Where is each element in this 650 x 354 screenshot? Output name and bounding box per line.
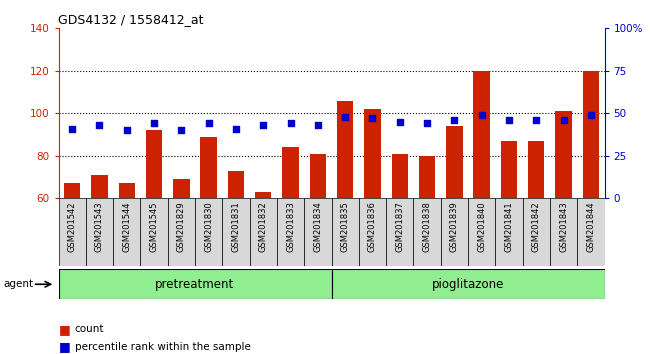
Point xyxy=(231,126,241,131)
Bar xyxy=(140,198,168,266)
Bar xyxy=(277,198,304,266)
Bar xyxy=(446,126,463,198)
Bar xyxy=(528,141,545,198)
Bar xyxy=(58,198,86,266)
Text: GDS4132 / 1558412_at: GDS4132 / 1558412_at xyxy=(58,13,204,26)
Bar xyxy=(555,111,572,198)
Bar xyxy=(250,198,277,266)
Text: GSM201840: GSM201840 xyxy=(477,202,486,252)
Bar xyxy=(64,183,81,198)
Text: percentile rank within the sample: percentile rank within the sample xyxy=(75,342,251,352)
Bar xyxy=(173,179,190,198)
Bar xyxy=(364,109,381,198)
Point xyxy=(558,117,569,123)
Bar xyxy=(332,198,359,266)
Bar xyxy=(441,198,468,266)
Point xyxy=(586,112,596,118)
Bar xyxy=(200,137,217,198)
Bar xyxy=(222,198,250,266)
Bar xyxy=(359,198,386,266)
Text: pretreatment: pretreatment xyxy=(155,278,235,291)
Bar xyxy=(58,269,332,299)
Text: ■: ■ xyxy=(58,341,70,353)
Bar xyxy=(386,198,413,266)
Bar xyxy=(332,269,604,299)
Point xyxy=(203,121,214,126)
Text: GSM201844: GSM201844 xyxy=(586,202,595,252)
Point xyxy=(122,127,132,133)
Bar xyxy=(113,198,140,266)
Text: GSM201834: GSM201834 xyxy=(313,202,322,252)
Bar xyxy=(195,198,222,266)
Bar xyxy=(550,198,577,266)
Point xyxy=(94,122,105,128)
Text: GSM201835: GSM201835 xyxy=(341,202,350,252)
Point xyxy=(149,121,159,126)
Bar xyxy=(419,156,436,198)
Text: GSM201837: GSM201837 xyxy=(395,202,404,252)
Point xyxy=(504,117,514,123)
Bar xyxy=(227,171,244,198)
Bar xyxy=(495,198,523,266)
Text: GSM201831: GSM201831 xyxy=(231,202,240,252)
Point xyxy=(176,127,187,133)
Bar xyxy=(582,71,599,198)
Point xyxy=(313,122,323,128)
Text: GSM201542: GSM201542 xyxy=(68,202,77,252)
Point xyxy=(449,117,460,123)
Text: pioglitazone: pioglitazone xyxy=(432,278,504,291)
Bar xyxy=(500,141,517,198)
Point xyxy=(476,112,487,118)
Text: GSM201544: GSM201544 xyxy=(122,202,131,252)
Point xyxy=(285,121,296,126)
Bar xyxy=(304,198,332,266)
Bar xyxy=(468,198,495,266)
Point xyxy=(395,119,405,125)
Bar xyxy=(255,192,272,198)
Bar xyxy=(146,130,162,198)
Text: GSM201832: GSM201832 xyxy=(259,202,268,252)
Bar xyxy=(473,71,490,198)
Text: count: count xyxy=(75,324,104,334)
Bar xyxy=(523,198,550,266)
Bar xyxy=(168,198,195,266)
Text: GSM201829: GSM201829 xyxy=(177,202,186,252)
Text: GSM201836: GSM201836 xyxy=(368,202,377,252)
Text: GSM201843: GSM201843 xyxy=(559,202,568,252)
Text: GSM201838: GSM201838 xyxy=(422,202,432,252)
Text: agent: agent xyxy=(3,279,33,289)
Bar xyxy=(91,175,108,198)
Bar xyxy=(86,198,113,266)
Text: GSM201839: GSM201839 xyxy=(450,202,459,252)
Point xyxy=(340,114,350,120)
Point xyxy=(367,115,378,121)
Text: GSM201841: GSM201841 xyxy=(504,202,514,252)
Point xyxy=(422,121,432,126)
Bar xyxy=(118,183,135,198)
Bar xyxy=(309,154,326,198)
Bar xyxy=(337,101,354,198)
Bar xyxy=(577,198,605,266)
Bar xyxy=(413,198,441,266)
Point xyxy=(67,126,77,131)
Text: GSM201545: GSM201545 xyxy=(150,202,159,252)
Text: GSM201543: GSM201543 xyxy=(95,202,104,252)
Text: ■: ■ xyxy=(58,323,70,336)
Text: GSM201842: GSM201842 xyxy=(532,202,541,252)
Bar xyxy=(391,154,408,198)
Point xyxy=(258,122,268,128)
Text: GSM201830: GSM201830 xyxy=(204,202,213,252)
Point xyxy=(531,117,541,123)
Text: GSM201833: GSM201833 xyxy=(286,202,295,252)
Bar xyxy=(282,147,299,198)
